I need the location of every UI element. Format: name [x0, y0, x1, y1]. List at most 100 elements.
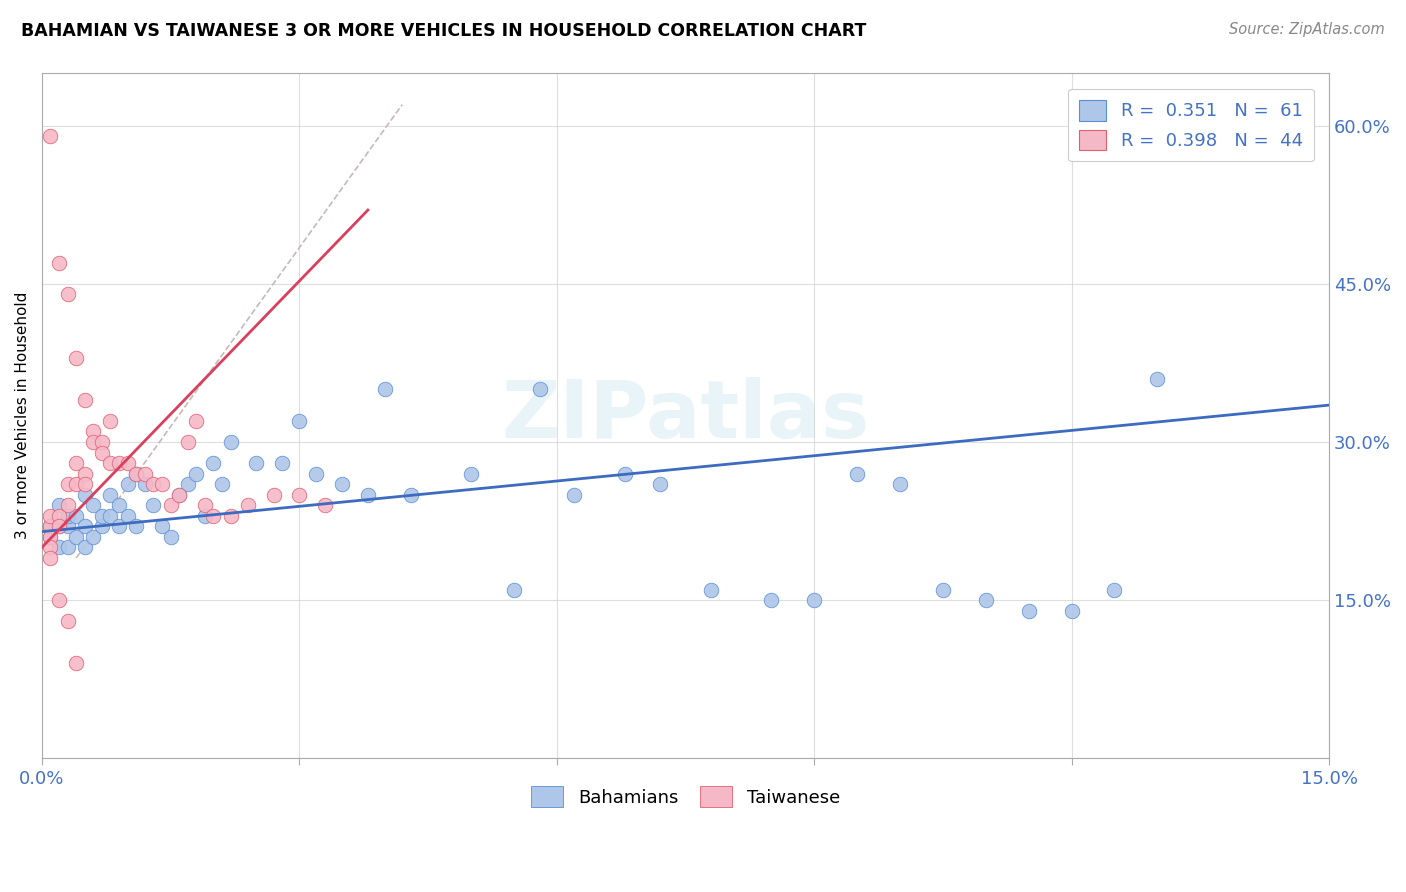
- Point: [399, 488, 422, 502]
- Point: [150, 477, 173, 491]
- Point: [100, 456, 122, 470]
- Point: [288, 414, 311, 428]
- Point: [167, 488, 190, 502]
- Point: [150, 519, 173, 533]
- Point: [330, 477, 353, 491]
- Point: [48, 519, 70, 533]
- Point: [65, 477, 87, 491]
- Point: [73, 392, 96, 407]
- Point: [39, 508, 62, 523]
- Point: [100, 414, 122, 428]
- Y-axis label: 3 or more Vehicles in Household: 3 or more Vehicles in Household: [15, 292, 30, 540]
- Legend: Bahamians, Taiwanese: Bahamians, Taiwanese: [523, 779, 848, 814]
- Point: [117, 508, 139, 523]
- Point: [176, 435, 198, 450]
- Point: [974, 593, 997, 607]
- Point: [142, 498, 165, 512]
- Point: [1146, 372, 1168, 386]
- Point: [73, 519, 96, 533]
- Point: [614, 467, 637, 481]
- Point: [56, 477, 79, 491]
- Text: BAHAMIAN VS TAIWANESE 3 OR MORE VEHICLES IN HOUSEHOLD CORRELATION CHART: BAHAMIAN VS TAIWANESE 3 OR MORE VEHICLES…: [21, 22, 866, 40]
- Point: [73, 467, 96, 481]
- Point: [271, 456, 294, 470]
- Point: [117, 477, 139, 491]
- Point: [73, 488, 96, 502]
- Point: [263, 488, 285, 502]
- Point: [39, 530, 62, 544]
- Point: [648, 477, 671, 491]
- Point: [134, 467, 156, 481]
- Point: [65, 657, 87, 671]
- Point: [186, 467, 208, 481]
- Point: [134, 477, 156, 491]
- Point: [108, 456, 131, 470]
- Point: [48, 541, 70, 555]
- Point: [48, 519, 70, 533]
- Point: [245, 456, 267, 470]
- Point: [65, 351, 87, 365]
- Point: [211, 477, 233, 491]
- Point: [82, 435, 104, 450]
- Point: [202, 508, 225, 523]
- Point: [48, 508, 70, 523]
- Point: [357, 488, 380, 502]
- Point: [73, 541, 96, 555]
- Point: [700, 582, 723, 597]
- Point: [176, 477, 198, 491]
- Point: [108, 498, 131, 512]
- Point: [142, 477, 165, 491]
- Point: [39, 519, 62, 533]
- Point: [159, 498, 181, 512]
- Point: [202, 456, 225, 470]
- Point: [100, 508, 122, 523]
- Point: [39, 541, 62, 555]
- Point: [529, 382, 551, 396]
- Point: [117, 456, 139, 470]
- Point: [502, 582, 524, 597]
- Point: [100, 488, 122, 502]
- Point: [1060, 604, 1083, 618]
- Point: [56, 541, 79, 555]
- Point: [56, 508, 79, 523]
- Point: [219, 435, 242, 450]
- Point: [1104, 582, 1126, 597]
- Point: [82, 498, 104, 512]
- Point: [125, 519, 148, 533]
- Point: [65, 530, 87, 544]
- Point: [90, 508, 112, 523]
- Point: [90, 445, 112, 459]
- Point: [65, 508, 87, 523]
- Text: Source: ZipAtlas.com: Source: ZipAtlas.com: [1229, 22, 1385, 37]
- Point: [90, 435, 112, 450]
- Point: [932, 582, 955, 597]
- Point: [167, 488, 190, 502]
- Point: [374, 382, 396, 396]
- Point: [125, 467, 148, 481]
- Point: [562, 488, 585, 502]
- Point: [846, 467, 869, 481]
- Point: [236, 498, 259, 512]
- Point: [803, 593, 825, 607]
- Point: [48, 256, 70, 270]
- Point: [56, 287, 79, 301]
- Point: [39, 519, 62, 533]
- Point: [48, 593, 70, 607]
- Point: [889, 477, 911, 491]
- Point: [65, 456, 87, 470]
- Point: [305, 467, 328, 481]
- Point: [194, 508, 217, 523]
- Point: [56, 614, 79, 628]
- Point: [314, 498, 336, 512]
- Point: [460, 467, 482, 481]
- Point: [219, 508, 242, 523]
- Point: [194, 498, 217, 512]
- Text: ZIPatlas: ZIPatlas: [502, 376, 869, 455]
- Point: [108, 519, 131, 533]
- Point: [39, 129, 62, 144]
- Point: [56, 498, 79, 512]
- Point: [82, 425, 104, 439]
- Point: [288, 488, 311, 502]
- Point: [761, 593, 783, 607]
- Point: [125, 467, 148, 481]
